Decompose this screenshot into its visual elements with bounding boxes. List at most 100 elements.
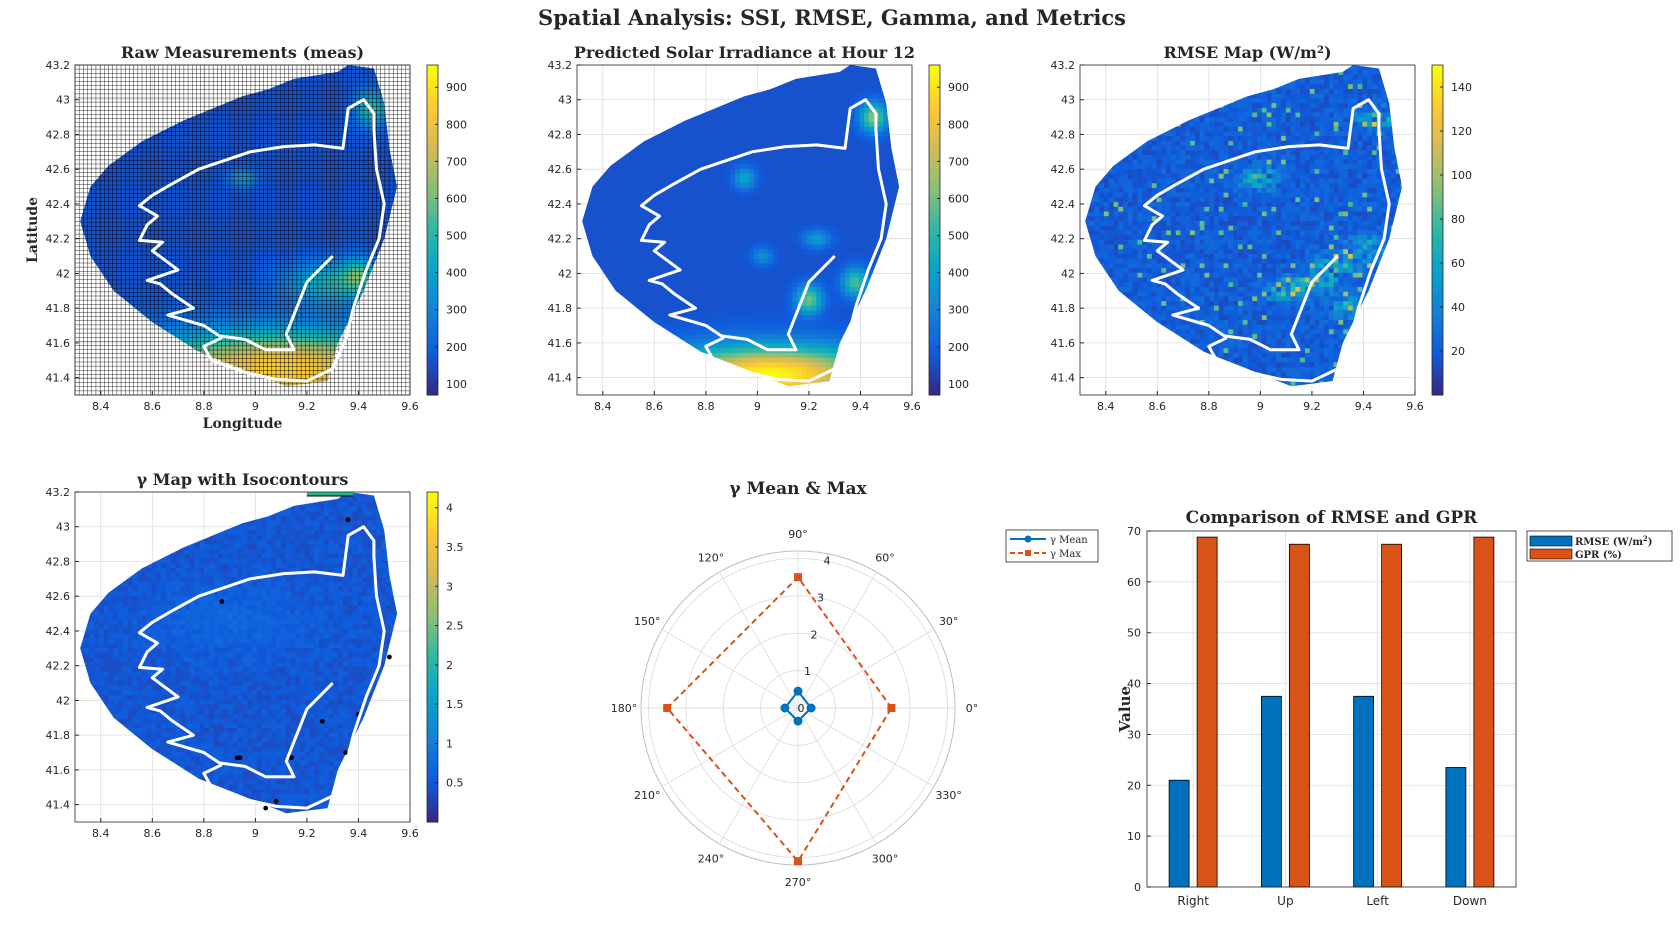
heatmap-cell (317, 365, 323, 371)
heatmap-cell (91, 238, 97, 244)
heatmap-cell (133, 229, 139, 235)
heatmap-cell (187, 275, 193, 281)
heatmap-cell (275, 229, 281, 235)
heatmap-cell (183, 200, 189, 206)
heatmap-cell (208, 213, 214, 219)
heatmap-cell (300, 163, 306, 169)
heatmap-cell (305, 85, 311, 91)
heatmap-cell (187, 287, 193, 293)
heatmap-cell (238, 304, 244, 310)
heatmap-cell (292, 81, 298, 87)
heatmap-cell (171, 287, 177, 293)
heatmap-cell (208, 196, 214, 202)
heatmap-cell (125, 295, 131, 301)
heatmap-cell (259, 279, 265, 285)
heatmap-cell (208, 320, 214, 326)
heatmap-cell (250, 167, 256, 173)
heatmap-cell (267, 304, 273, 310)
heatmap-cell (238, 130, 244, 136)
heatmap-cell (233, 254, 239, 260)
heatmap-cell (229, 114, 235, 120)
heatmap-cell (233, 271, 239, 277)
heatmap-cell (104, 221, 110, 227)
heatmap-cell (166, 283, 172, 289)
heatmap-cell (250, 349, 256, 355)
heatmap-cell (279, 365, 286, 371)
heatmap-cell (284, 221, 290, 227)
heatmap-cell (300, 209, 306, 215)
heatmap-cell (246, 258, 252, 264)
heatmap-cell (192, 332, 198, 338)
heatmap-cell (192, 279, 198, 285)
heatmap-cell (200, 299, 206, 305)
heatmap-cell (317, 324, 323, 330)
heatmap-cell (233, 192, 239, 198)
heatmap-cell (145, 176, 152, 182)
heatmap-cell (229, 213, 235, 219)
heatmap-cell (279, 337, 286, 343)
heatmap-cell (120, 271, 126, 277)
heatmap-cell (175, 126, 181, 132)
heatmap-cell (192, 213, 198, 219)
heatmap-cell (300, 221, 306, 227)
heatmap-cell (141, 304, 147, 310)
heatmap-cell (125, 213, 131, 219)
heatmap-cell (313, 155, 319, 161)
map-panel-raw: 8.4 8.6 8.8 9 9.2 9.4 9.641.441.641.84242.242.… (25, 43, 467, 432)
heatmap-cell (129, 217, 135, 223)
heatmap-cell (179, 283, 185, 289)
heatmap-cell (91, 242, 97, 248)
heatmap-cell (162, 304, 168, 310)
heatmap-cell (196, 341, 202, 347)
heatmap-cell (187, 250, 193, 256)
heatmap-cell (200, 209, 206, 215)
heatmap-cell (288, 139, 294, 145)
heatmap-cell (259, 221, 265, 227)
heatmap-cell (196, 172, 202, 178)
heatmap-cell (254, 287, 260, 293)
heatmap-cell (221, 233, 227, 239)
heatmap-cell (267, 93, 273, 99)
heatmap-cell (171, 151, 177, 157)
heatmap-cell (313, 217, 319, 223)
heatmap-cell (317, 106, 323, 112)
heatmap-cell (129, 163, 135, 169)
heatmap-cell (238, 184, 244, 190)
heatmap-cell (259, 163, 265, 169)
heatmap-cell (300, 374, 306, 380)
heatmap-cell (238, 159, 244, 165)
heatmap-cell (292, 180, 298, 186)
heatmap-cell (292, 353, 298, 359)
heatmap-cell (150, 163, 156, 169)
heatmap-cell (254, 159, 260, 165)
heatmap-cell (166, 221, 172, 227)
heatmap-cell (129, 205, 135, 211)
heatmap-cell (238, 188, 244, 194)
heatmap-cell (313, 114, 319, 120)
heatmap-cell (125, 242, 131, 248)
heatmap-cell (263, 299, 269, 305)
heatmap-cell (275, 114, 281, 120)
heatmap-cell (288, 229, 294, 235)
heatmap-cell (116, 279, 122, 285)
heatmap-cell (171, 200, 177, 206)
heatmap-cell (254, 217, 260, 223)
heatmap-cell (204, 196, 210, 202)
heatmap-cell (171, 328, 177, 334)
heatmap-cell (250, 159, 256, 165)
heatmap-cell (321, 361, 327, 367)
heatmap-cell (296, 188, 302, 194)
heatmap-cell (246, 143, 252, 149)
heatmap-cell (187, 291, 193, 297)
heatmap-cell (267, 130, 273, 136)
heatmap-cell (116, 271, 122, 277)
heatmap-cell (309, 320, 315, 326)
heatmap-cell (300, 254, 306, 260)
heatmap-cell (242, 176, 248, 182)
heatmap-cell (305, 242, 311, 248)
heatmap-cell (112, 176, 118, 182)
heatmap-cell (238, 242, 244, 248)
heatmap-cell (300, 126, 306, 132)
heatmap-cell (87, 196, 93, 202)
heatmap-cell (242, 184, 248, 190)
